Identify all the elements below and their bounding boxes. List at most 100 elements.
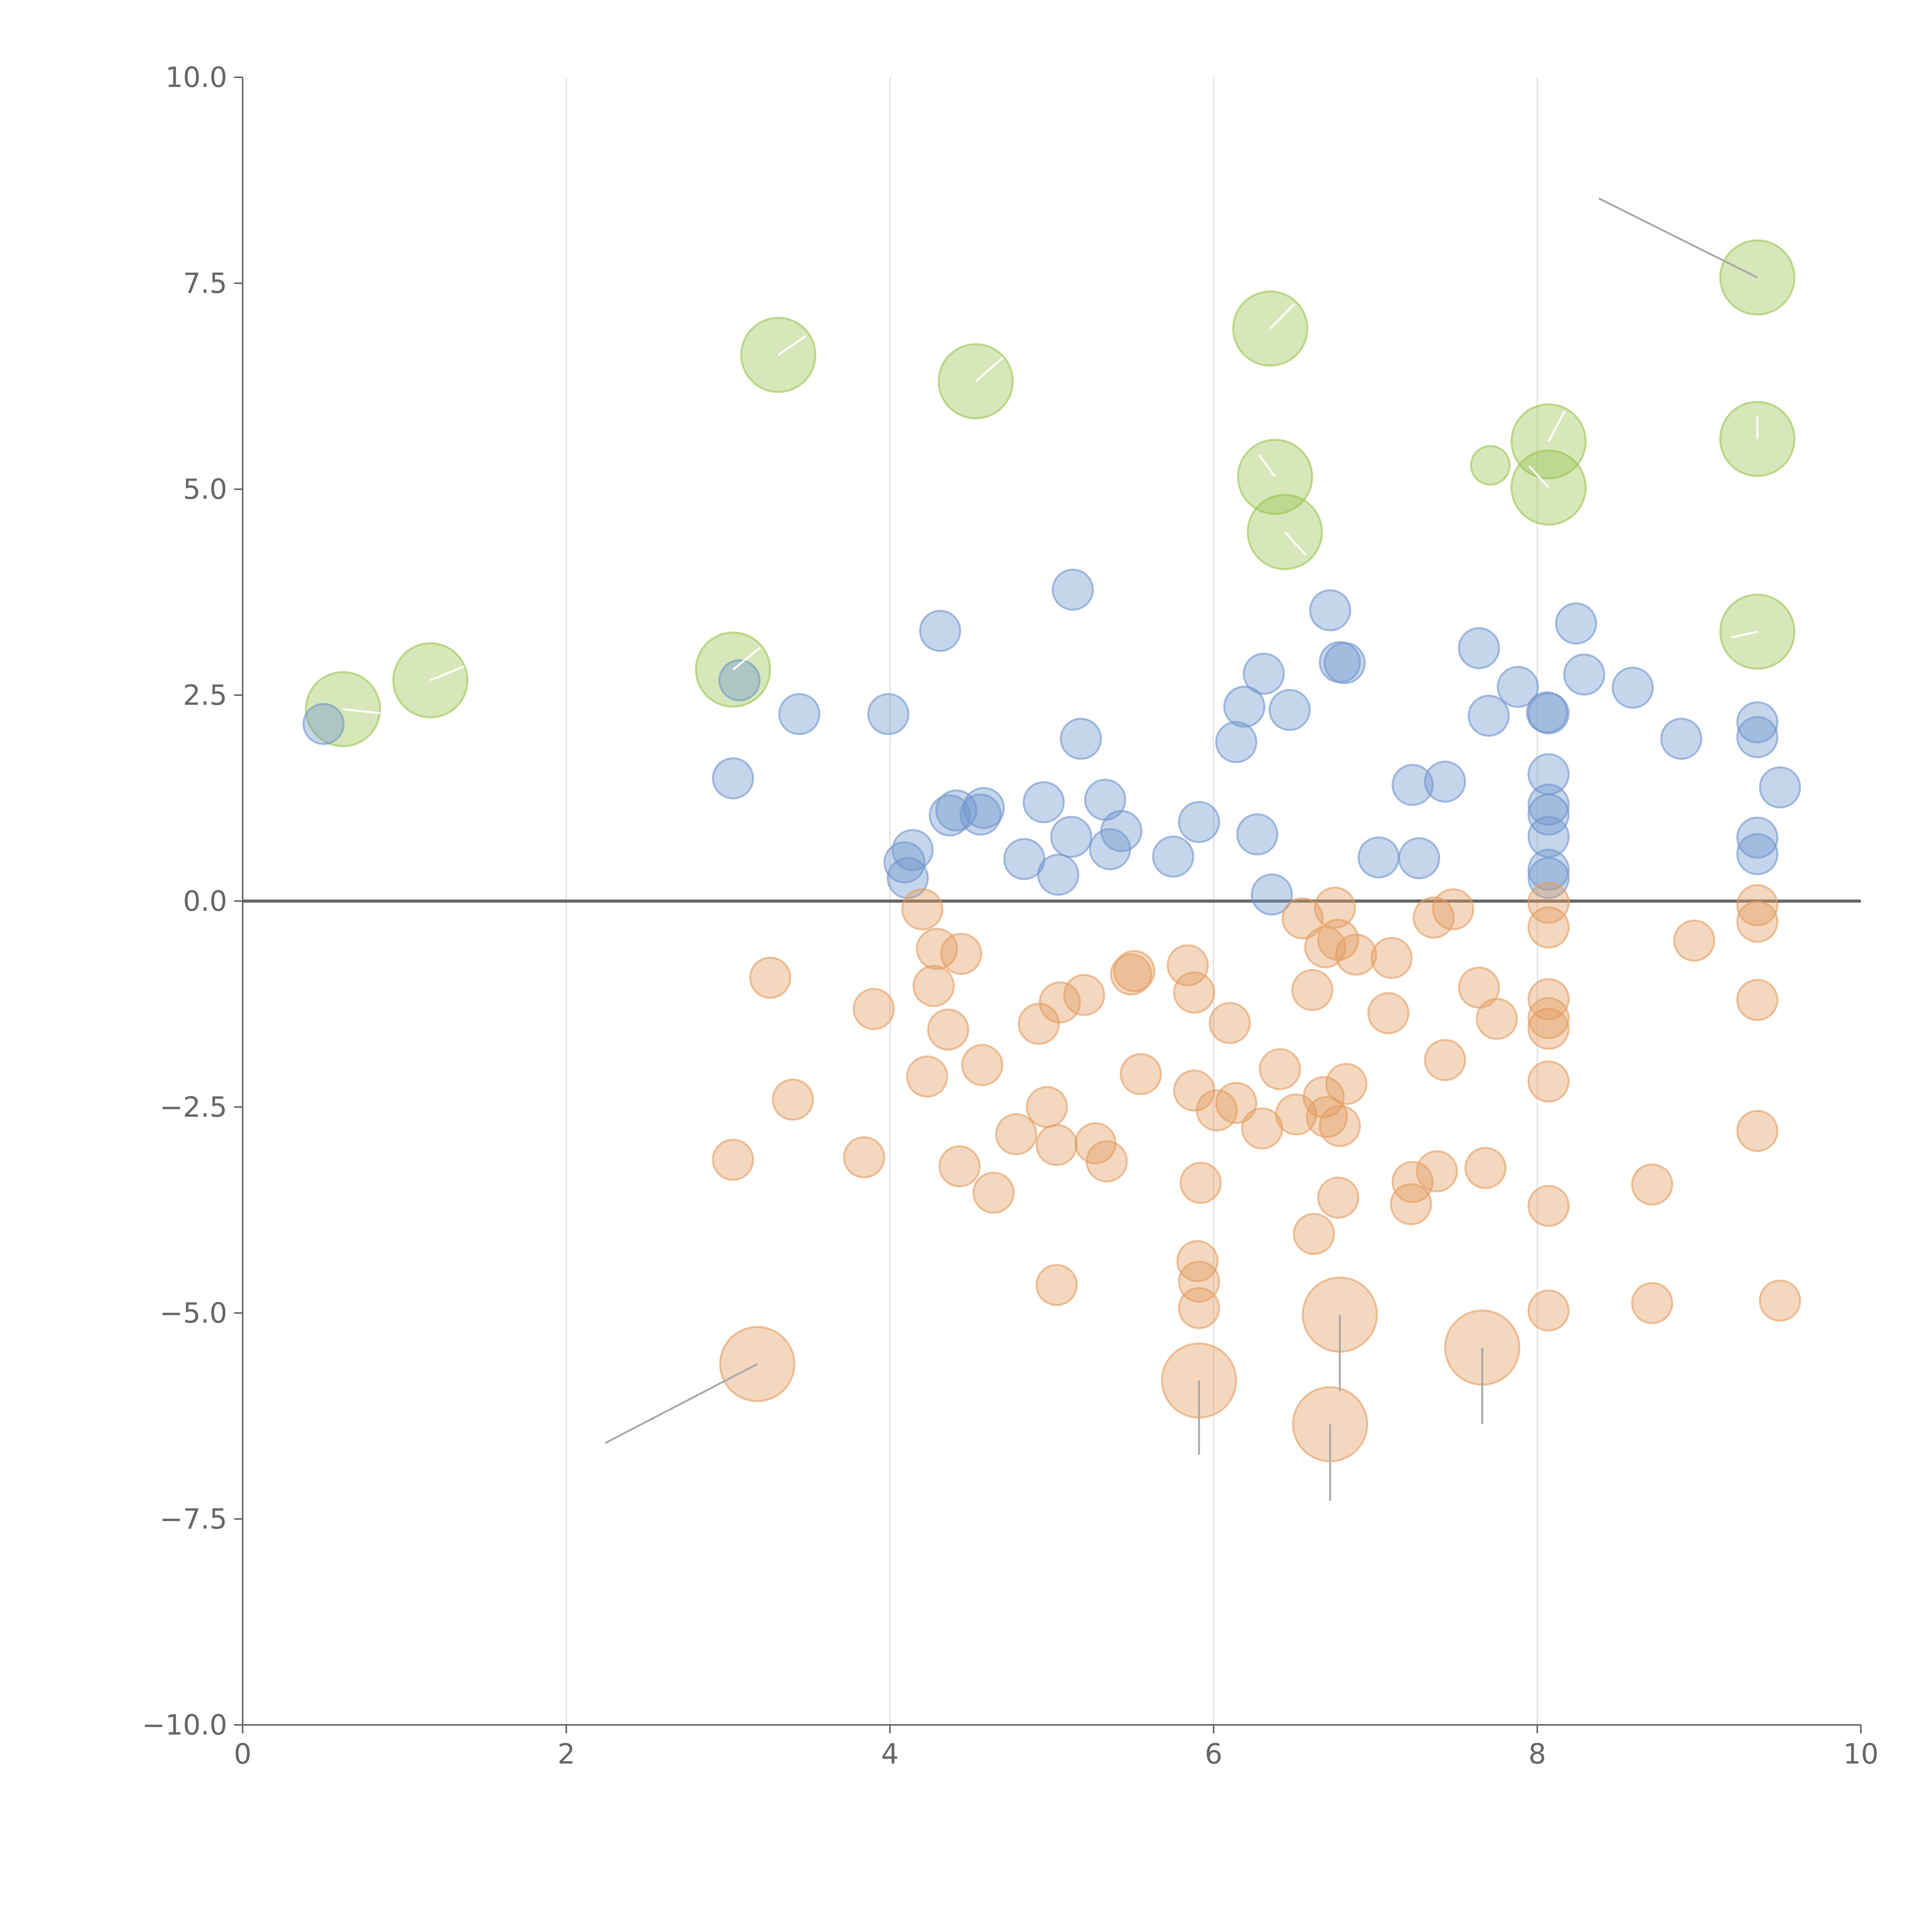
orange-data-point [1432,888,1475,930]
blue-data-point [1468,694,1510,737]
blue-data-point [1051,568,1094,611]
orange-data-point [1527,1289,1570,1332]
axes: 0 2 4 6 8 10 −10.0 −7.5 −5.0 −2.5 0.0 2.5 5.0 7.5 10.0 [142,61,1878,1770]
blue-data-point [867,693,910,735]
orange-data-point [1631,1282,1673,1324]
orange-data-point [1173,971,1216,1014]
blue-data-point [1497,666,1539,708]
orange-data-point [712,1138,754,1181]
blue-data-point [1563,653,1605,696]
orange-data-point [1736,1110,1779,1152]
orange-data-point [1039,981,1081,1024]
x-tick-label: 8 [1528,1738,1546,1770]
orange-data-point [1113,950,1156,992]
blue-data-point [1527,784,1570,826]
leader-lines [343,197,1759,1501]
orange-data-point [1178,1287,1220,1329]
orange-data-point [1026,1086,1068,1128]
label-leader-line [1258,454,1276,478]
y-tick-label: −2.5 [160,1091,227,1123]
orange-data-point [1335,934,1377,976]
orange-data-point [1291,969,1333,1011]
orange-data-point [1036,1264,1078,1306]
x-tick-label: 2 [558,1738,575,1770]
blue-data-point [886,857,929,899]
label-leader-line [777,335,806,356]
orange-data-point [1370,937,1413,979]
blue-data-point [1022,781,1065,823]
blue-data-point [1152,835,1194,878]
blue-data-point [1759,766,1801,809]
orange-data-point [1476,998,1518,1040]
orange-data-point [1063,974,1105,1016]
orange-data-point [1527,997,1570,1039]
orange-data-point [1178,1260,1220,1303]
blue-data-point [1736,833,1779,875]
orange-data-point [1736,900,1779,943]
blue-data-point [1555,602,1597,645]
orange-data-point [1293,1213,1335,1255]
green-data-point [1470,445,1511,486]
label-leader-line [1284,531,1307,556]
orange-data-point [1017,1003,1060,1045]
label-leader-line [343,708,381,714]
orange-data-point [1527,1007,1570,1050]
orange-data-point [1527,978,1570,1020]
orange-data-point [1317,918,1359,961]
orange-data-point [1110,953,1152,996]
orange-data-point [1673,919,1716,962]
orange-data-point [972,1172,1015,1214]
blue-data-point [1223,685,1265,728]
blue-data-point [1611,667,1654,709]
blue-data-point [1736,716,1779,759]
orange-data-point [1464,1147,1507,1189]
orange-data-point [1759,1279,1801,1322]
orange-data-point [1209,1002,1251,1044]
blue-data-point [1736,816,1779,859]
blue-data-point [1243,653,1285,695]
orange-data-point [1167,944,1209,986]
blue-data-point [891,829,934,871]
orange-data-point [1527,1185,1570,1227]
label-leader-line [430,665,465,681]
y-tick-label: 0.0 [183,885,227,917]
blue-data-point [1037,854,1080,896]
blue-data-point [778,693,821,735]
label-leader-line [732,646,761,670]
y-tick-label: −7.5 [160,1503,227,1535]
y-tick-label: −10.0 [142,1709,227,1741]
orange-data-point [1215,1082,1257,1124]
orange-data-point [1259,1048,1301,1090]
blue-data-point [883,841,926,884]
orange-data-point [1736,884,1779,927]
orange-data-point [1119,1053,1162,1095]
orange-data-point [1085,1140,1128,1183]
orange-data-point [1317,1177,1359,1219]
blue-data-point [1215,721,1257,764]
blue-data-point [1178,801,1220,843]
blue-data-point [1060,718,1102,760]
blue-data-point [1251,873,1293,916]
orange-data-point [1281,897,1324,940]
orange-data-point [1275,1093,1317,1136]
blue-data-point [1527,857,1570,899]
orange-data-point [1527,1060,1570,1103]
orange-data-point [1036,1124,1078,1166]
y-tick-label: 7.5 [183,267,227,299]
orange-data-point [1318,1105,1361,1147]
blue-data-point [963,787,1005,829]
orange-data-point [1527,881,1570,924]
blue-data-point [718,659,761,702]
orange-data-point [719,1326,796,1402]
orange-data-point [940,932,982,975]
y-tick-label: 5.0 [183,473,227,505]
label-leader-line [975,356,1004,382]
orange-data-point [1424,1039,1466,1081]
orange-data-point [1390,1183,1432,1226]
orange-data-point [852,988,895,1030]
blue-data-point [919,610,961,652]
orange-data-point [927,1009,969,1051]
orange-data-point [1527,906,1570,949]
orange-data-point [1314,886,1356,929]
blue-data-point [712,757,754,799]
